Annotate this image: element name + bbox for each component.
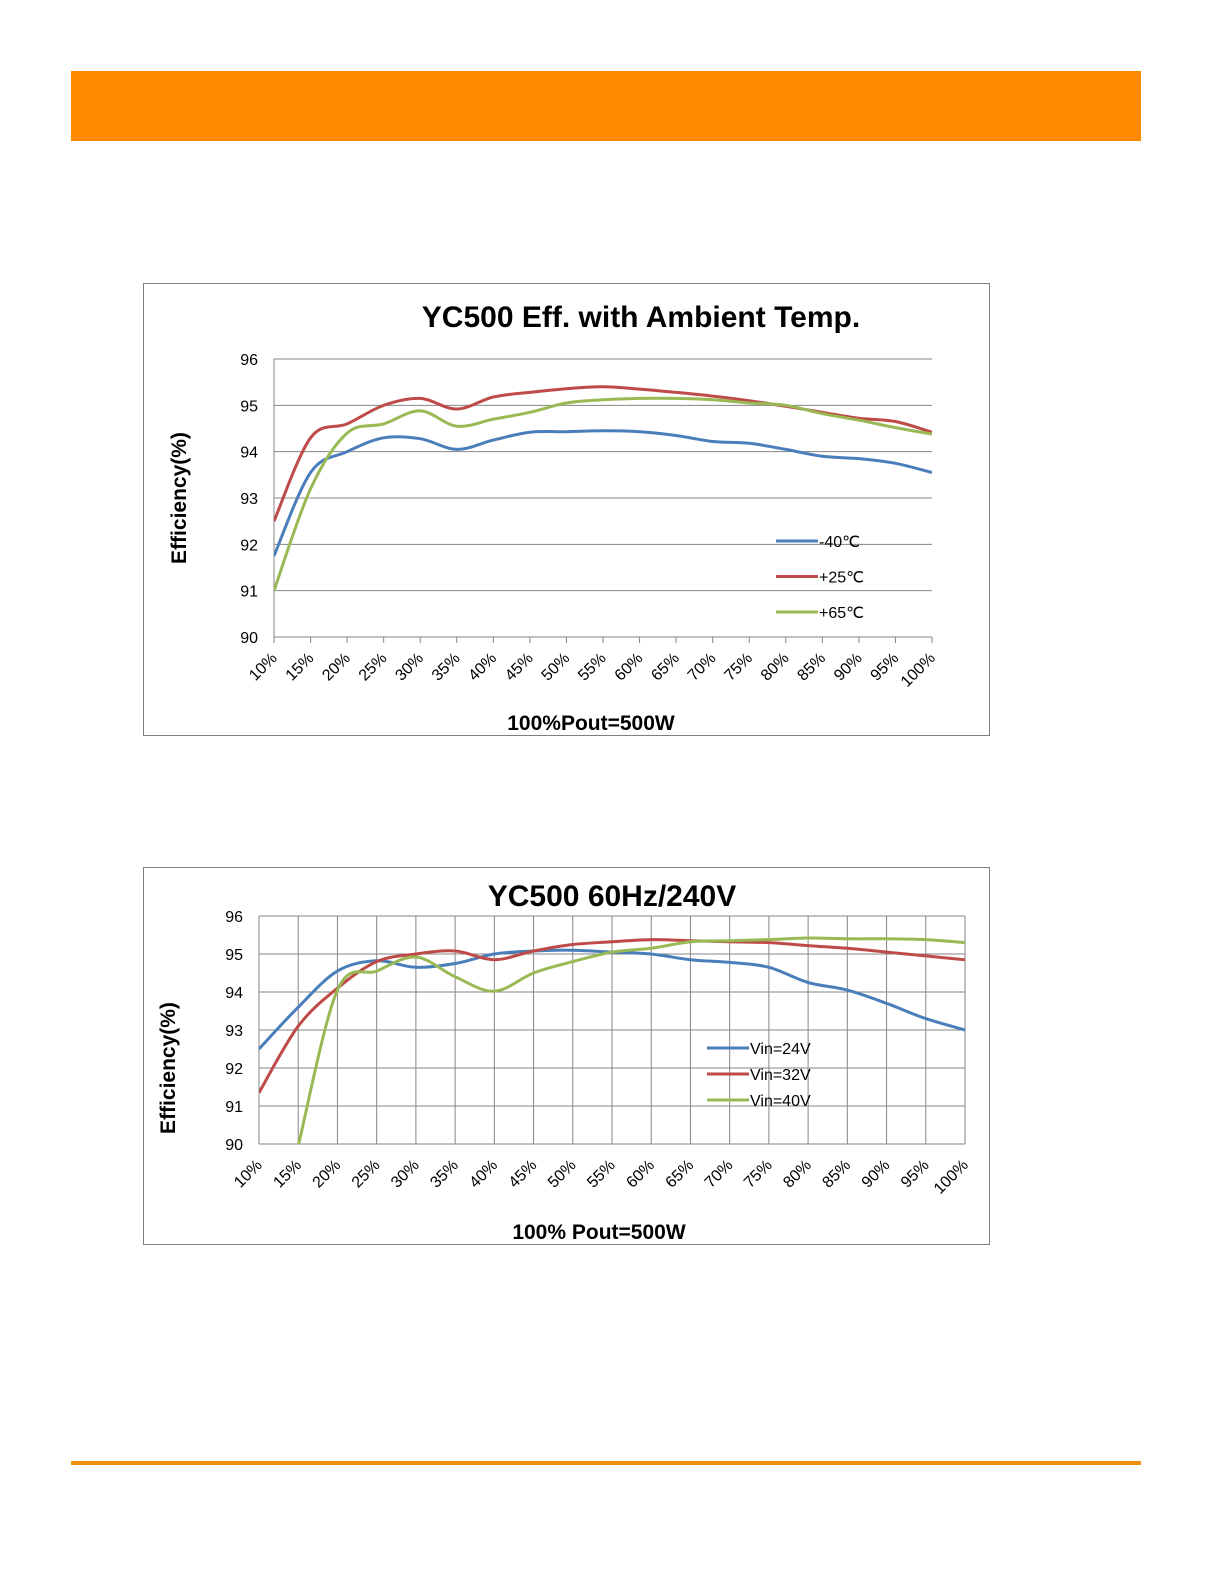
y-tick-label: 92 — [240, 537, 258, 554]
chart-title: YC500 Eff. with Ambient Temp. — [422, 301, 860, 334]
y-tick-label: 95 — [225, 947, 243, 964]
x-axis-label: 100% Pout=500W — [512, 1221, 686, 1244]
x-tick-label: 80% — [758, 650, 793, 685]
efficiency-vs-temperature-chart: YC500 Eff. with Ambient Temp. 90 91 92 93 94 9… — [143, 283, 990, 736]
y-tick-label: 93 — [240, 491, 258, 508]
series-line-3 — [297, 936, 965, 1144]
y-tick-label: 93 — [225, 1023, 243, 1040]
x-tick-label: 45% — [506, 1157, 541, 1192]
x-tick-label: 60% — [612, 650, 647, 685]
x-tick-label: 70% — [702, 1157, 737, 1192]
x-tick-label: 85% — [819, 1157, 854, 1192]
chart-title: YC500 60Hz/240V — [488, 880, 737, 913]
header-band — [71, 71, 1141, 141]
legend-label: +65℃ — [819, 605, 864, 622]
x-tick-label: 15% — [270, 1157, 305, 1192]
x-tick-label: 75% — [721, 650, 756, 685]
y-tick-label: 96 — [240, 352, 258, 369]
x-tick-label: 20% — [310, 1157, 345, 1192]
x-tick-label: 25% — [356, 650, 391, 685]
chart-svg: YC500 Eff. with Ambient Temp. 90 91 92 93 94 9… — [168, 301, 939, 735]
chart-svg: YC500 60Hz/240V 90 91 92 93 94 95 96 10% 15% 20% 25… — [157, 880, 972, 1244]
x-tick-label: 45% — [502, 650, 537, 685]
x-tick-label: 10% — [246, 650, 281, 685]
x-tick-label: 90% — [859, 1157, 894, 1192]
x-tick-label: 30% — [392, 650, 427, 685]
legend-label: +25℃ — [819, 570, 864, 587]
x-tick-label: 65% — [648, 650, 683, 685]
y-tick-label: 90 — [240, 630, 258, 647]
x-tick-label: 85% — [794, 650, 829, 685]
x-tick-label: 35% — [429, 650, 464, 685]
x-tick-label: 60% — [623, 1157, 658, 1192]
x-tick-label: 100% — [898, 650, 939, 691]
series-line-1 — [274, 429, 932, 557]
x-tick-label: 50% — [545, 1157, 580, 1192]
footer-line — [71, 1461, 1141, 1465]
legend-label: Vin=24V — [750, 1041, 811, 1058]
x-tick-label: 100% — [931, 1157, 972, 1198]
y-tick-label: 94 — [240, 445, 258, 462]
y-tick-label: 96 — [225, 909, 243, 926]
x-tick-label: 35% — [427, 1157, 462, 1192]
series-line-2 — [259, 938, 965, 1094]
y-axis-label: Efficiency(%) — [157, 1002, 180, 1134]
x-tick-label: 40% — [465, 650, 500, 685]
series-line-2 — [274, 385, 932, 522]
legend-label: Vin=40V — [750, 1093, 811, 1110]
x-tick-label: 40% — [466, 1157, 501, 1192]
series-line-3 — [274, 396, 932, 592]
x-tick-label: 75% — [741, 1157, 776, 1192]
y-tick-label: 95 — [240, 398, 258, 415]
x-tick-label: 30% — [388, 1157, 423, 1192]
x-tick-label: 70% — [685, 650, 720, 685]
legend-label: -40℃ — [819, 534, 860, 551]
x-tick-label: 20% — [319, 650, 354, 685]
x-axis-label: 100%Pout=500W — [507, 712, 675, 735]
legend-label: Vin=32V — [750, 1067, 811, 1084]
x-tick-label: 55% — [575, 650, 610, 685]
x-tick-label: 25% — [349, 1157, 384, 1192]
x-tick-label: 10% — [231, 1157, 266, 1192]
x-tick-label: 55% — [584, 1157, 619, 1192]
x-tick-label: 65% — [663, 1157, 698, 1192]
y-tick-label: 90 — [225, 1137, 243, 1154]
x-tick-label: 50% — [539, 650, 574, 685]
x-tick-label: 80% — [780, 1157, 815, 1192]
x-tick-label: 95% — [898, 1157, 933, 1192]
x-tick-label: 15% — [283, 650, 318, 685]
y-tick-label: 91 — [240, 584, 258, 601]
y-tick-label: 92 — [225, 1061, 243, 1078]
y-tick-label: 94 — [225, 985, 243, 1002]
y-axis-label: Efficiency(%) — [168, 432, 191, 564]
efficiency-60hz-240v-chart: YC500 60Hz/240V 90 91 92 93 94 95 96 10% 15% 20% 25… — [143, 867, 990, 1245]
x-tick-label: 90% — [831, 650, 866, 685]
y-tick-label: 91 — [225, 1099, 243, 1116]
